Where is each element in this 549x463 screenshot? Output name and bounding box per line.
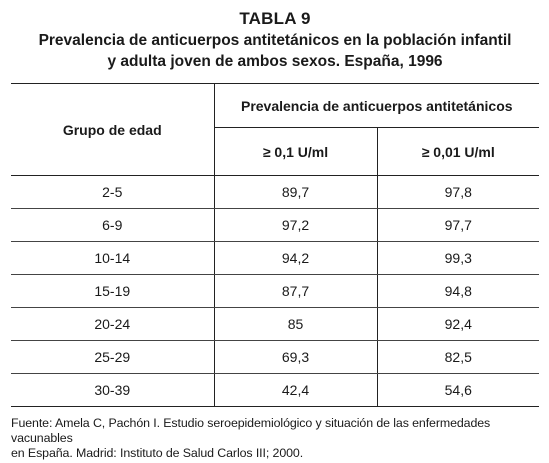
table-body: 2-5 89,7 97,8 6-9 97,2 97,7 10-14 94,2 99,3 15-19… <box>11 175 540 407</box>
prevalence-table: Grupo de edad Prevalencia de anticuerpos… <box>11 83 540 407</box>
table-row: 30-39 42,4 54,6 <box>11 373 540 407</box>
prevalence-0-01-cell: 94,8 <box>377 274 540 308</box>
age-group-cell: 2-5 <box>11 175 215 209</box>
header-prevalence: Prevalencia de anticuerpos antitetánicos <box>214 83 540 128</box>
age-group-cell: 20-24 <box>11 307 215 341</box>
prevalence-0-1-cell: 85 <box>214 307 378 341</box>
prevalence-0-01-cell: 54,6 <box>377 373 540 407</box>
table-row: 6-9 97,2 97,7 <box>11 208 540 242</box>
prevalence-0-01-cell: 82,5 <box>377 340 540 374</box>
prevalence-0-1-cell: 42,4 <box>214 373 378 407</box>
header-threshold-0-01: ≥ 0,01 U/ml <box>377 127 540 176</box>
prevalence-0-01-cell: 99,3 <box>377 241 540 275</box>
prevalence-0-01-cell: 97,7 <box>377 208 540 242</box>
table-title-line-1: Prevalencia de anticuerpos antitetánicos… <box>38 32 512 49</box>
age-group-cell: 6-9 <box>11 208 215 242</box>
age-group-cell: 15-19 <box>11 274 215 308</box>
header-threshold-0-1: ≥ 0,1 U/ml <box>214 127 378 176</box>
age-group-cell: 10-14 <box>11 241 215 275</box>
table-row: 20-24 85 92,4 <box>11 307 540 341</box>
table-row: 15-19 87,7 94,8 <box>11 274 540 308</box>
prevalence-0-1-cell: 94,2 <box>214 241 378 275</box>
table-title: Prevalencia de anticuerpos antitetánicos… <box>11 30 539 72</box>
source-line-2: en España. Madrid: Instituto de Salud Ca… <box>11 446 304 460</box>
prevalence-0-1-cell: 89,7 <box>214 175 378 209</box>
table-number: TABLA 9 <box>239 9 311 28</box>
prevalence-0-1-cell: 87,7 <box>214 274 378 308</box>
table-row: 25-29 69,3 82,5 <box>11 340 540 374</box>
source-line-1: Fuente: Amela C, Pachón I. Estudio seroe… <box>11 416 491 445</box>
age-group-cell: 25-29 <box>11 340 215 374</box>
source-note: Fuente: Amela C, Pachón I. Estudio seroe… <box>11 416 539 461</box>
document: TABLA 9 Prevalencia de anticuerpos antit… <box>11 0 540 461</box>
age-group-cell: 30-39 <box>11 373 215 407</box>
prevalence-0-1-cell: 97,2 <box>214 208 378 242</box>
table-row: 10-14 94,2 99,3 <box>11 241 540 275</box>
table-title-line-2: y adulta joven de ambos sexos. España, 1… <box>107 53 443 70</box>
table-row: 2-5 89,7 97,8 <box>11 175 540 209</box>
prevalence-0-01-cell: 92,4 <box>377 307 540 341</box>
header-age-group: Grupo de edad <box>11 83 215 176</box>
prevalence-0-01-cell: 97,8 <box>377 175 540 209</box>
prevalence-0-1-cell: 69,3 <box>214 340 378 374</box>
